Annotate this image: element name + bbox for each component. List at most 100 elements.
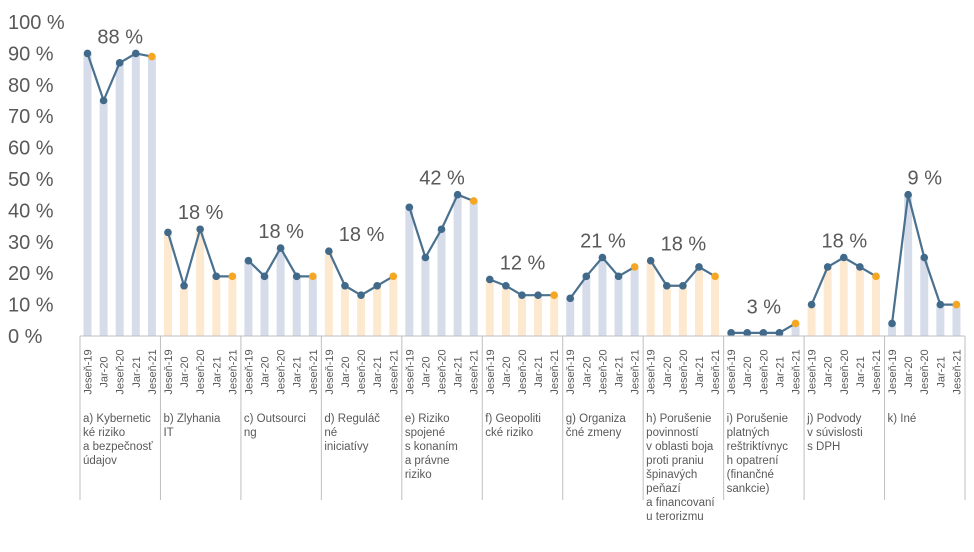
x-tick-label: Jeseň-21 <box>308 349 320 394</box>
group-label: c) Outsourci ng <box>243 413 306 439</box>
group-label: a) Kybernetic ké riziko a bezpečnosť úda… <box>83 413 153 467</box>
marker-latest <box>389 272 398 281</box>
marker <box>695 263 703 271</box>
bar <box>855 266 864 336</box>
x-tick-label: Jeseň-19 <box>726 349 738 394</box>
data-label: 18 % <box>339 224 385 246</box>
bar <box>694 266 703 336</box>
y-tick-label: 90 % <box>8 43 54 65</box>
group-label: g) Organiza čné zmeny <box>565 413 626 439</box>
bar <box>437 229 446 336</box>
bar <box>888 323 897 336</box>
marker-latest <box>630 263 639 271</box>
bar <box>839 257 848 336</box>
group-label: k) Iné <box>887 413 917 425</box>
data-label: 18 % <box>178 202 224 224</box>
marker <box>775 329 784 337</box>
group-label: e) Riziko spojené s konaním a právne riz… <box>404 413 458 481</box>
x-tick-label: Jeseň-20 <box>356 349 368 394</box>
x-tick-label: Jar-20 <box>662 356 674 387</box>
marker <box>115 59 124 67</box>
x-tick-label: Jar-21 <box>211 356 223 387</box>
x-tick-label: Jar-21 <box>292 356 304 387</box>
marker <box>437 225 446 234</box>
bar <box>582 276 591 336</box>
marker-latest <box>952 300 961 309</box>
marker <box>132 49 140 58</box>
marker <box>292 272 301 281</box>
group-label: d) Reguláč né iniciatívy <box>324 413 380 453</box>
x-tick-label: Jar-20 <box>823 356 835 387</box>
data-label: 88 % <box>97 26 143 48</box>
bar <box>421 257 430 336</box>
bar <box>292 276 301 336</box>
marker <box>180 281 188 290</box>
x-tick-label: Jar-21 <box>614 356 626 387</box>
marker <box>164 228 172 237</box>
data-label: 42 % <box>419 168 465 190</box>
marker <box>357 291 365 299</box>
x-axis <box>79 335 966 500</box>
group-label: f) Geopoliti cké riziko <box>485 413 541 439</box>
bars <box>83 53 961 337</box>
x-tick-label: Jar-20 <box>340 356 352 387</box>
marker <box>212 272 221 281</box>
marker-latest <box>711 272 719 281</box>
bar <box>534 295 543 336</box>
x-tick-label: Jeseň-19 <box>807 349 819 394</box>
x-tick-label: Jar-21 <box>453 356 465 387</box>
bar <box>936 304 945 336</box>
bar <box>405 207 414 336</box>
x-tick-label: Jeseň-19 <box>163 349 175 394</box>
x-tick-label: Jeseň-21 <box>227 349 239 394</box>
x-tick-label: Jar-21 <box>774 356 786 387</box>
marker <box>598 253 607 262</box>
data-label: 18 % <box>822 231 868 253</box>
bar <box>340 285 349 336</box>
marker <box>888 319 896 328</box>
bar <box>131 53 140 337</box>
data-labels: 88 % 18 % 18 % 18 % 42 % 12 % 21 % 18 % 3 % 18 % 9… <box>97 26 942 318</box>
marker <box>920 253 929 262</box>
marker-latest <box>550 291 558 299</box>
x-tick-label: Jeseň-19 <box>83 349 95 394</box>
bar <box>99 100 108 336</box>
x-tick-label: Jeseň-21 <box>469 349 481 394</box>
bar <box>614 276 623 336</box>
marker <box>325 247 333 256</box>
marker-latest <box>309 272 317 281</box>
x-tick-label: Jar-21 <box>131 356 143 387</box>
marker <box>244 256 253 265</box>
y-tick-label: 20 % <box>8 263 54 285</box>
marker <box>679 281 687 290</box>
group-label: j) Podvody v súvislosti s DPH <box>807 413 863 453</box>
data-label: 3 % <box>747 296 782 318</box>
x-tick-label: Jeseň-19 <box>485 349 497 394</box>
bar <box>823 266 832 336</box>
marker <box>341 281 349 290</box>
series-markers <box>83 49 961 337</box>
bar <box>807 304 816 336</box>
x-tick-label: Jeseň-19 <box>324 349 336 394</box>
x-tick-label: Jeseň-21 <box>791 349 803 394</box>
marker <box>518 291 526 299</box>
marker-latest <box>228 272 237 281</box>
bar <box>501 285 510 336</box>
bar <box>952 304 961 336</box>
data-label: 18 % <box>661 234 707 256</box>
x-tick-label: Jeseň-21 <box>951 349 963 394</box>
data-label: 18 % <box>258 221 304 243</box>
x-tick-label: Jeseň-20 <box>839 349 851 394</box>
bar <box>373 285 382 336</box>
bar <box>662 285 671 336</box>
x-tick-label: Jar-21 <box>372 356 384 387</box>
y-tick-label: 80 % <box>8 75 54 97</box>
x-tick-label: Jeseň-20 <box>597 349 609 394</box>
x-tick-label: Jeseň-19 <box>243 349 255 394</box>
marker <box>276 244 285 252</box>
x-tick-label: Jeseň-20 <box>276 349 288 394</box>
bar <box>324 251 333 336</box>
bar <box>276 248 285 336</box>
y-axis-ticks: 0 % 10 % 20 % 30 % 40 % 50 % 60 % 70 % 80 % 90 % 1… <box>8 12 65 348</box>
x-tick-label: Jeseň-19 <box>887 349 899 394</box>
